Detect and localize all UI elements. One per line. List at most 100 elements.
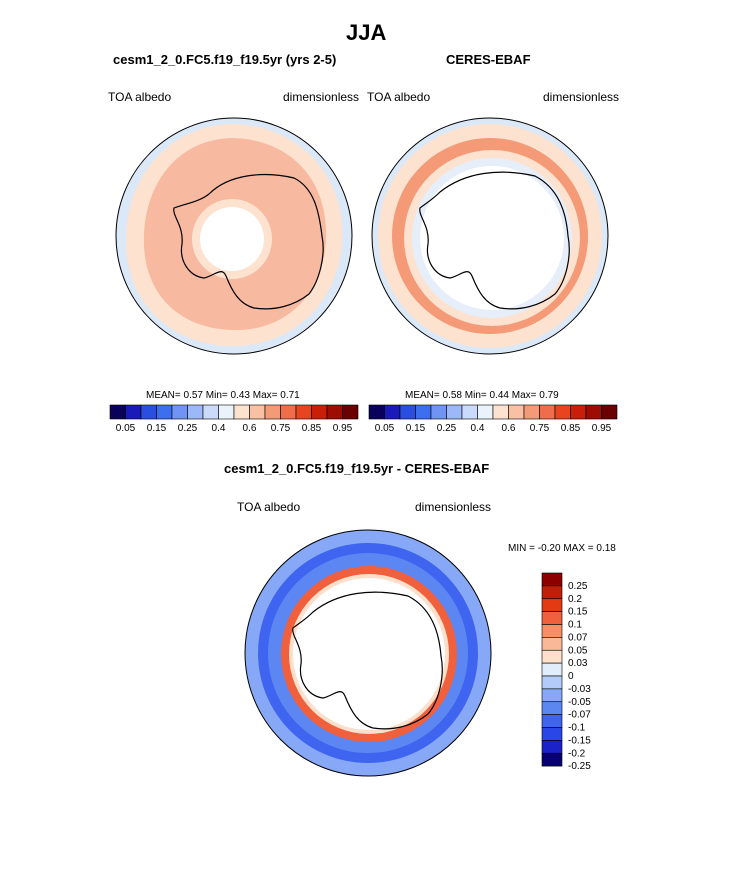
diff-cb-tick-2: 0.15 — [568, 607, 588, 618]
left-coastline — [173, 173, 324, 310]
diff-min: -0.20 — [537, 543, 561, 554]
right-max-label: Max= — [511, 390, 537, 401]
right-cb-tick-7: 0.95 — [592, 423, 612, 434]
right-coastline — [419, 171, 570, 310]
left-cb-swatch-5 — [187, 404, 204, 420]
diff-var-label: TOA albedo — [237, 500, 301, 514]
right-cb-tick-1: 0.15 — [406, 423, 426, 434]
right-cb-swatch-11 — [539, 404, 556, 420]
right-cb-swatch-3 — [415, 404, 432, 420]
diff-cb-tick-1: 0.2 — [568, 594, 582, 605]
diff-cb-tick-8: -0.03 — [568, 684, 591, 695]
left-map — [115, 117, 353, 355]
right-min-label: Min= — [464, 390, 487, 401]
right-min: 0.44 — [489, 390, 509, 401]
left-cb-tick-1: 0.15 — [147, 423, 167, 434]
left-cb-swatch-13 — [311, 404, 328, 420]
left-cb-swatch-3 — [156, 404, 173, 420]
diff-cb-swatch-7 — [541, 662, 563, 677]
right-max: 0.79 — [539, 390, 559, 401]
left-min-label: Min= — [205, 390, 228, 401]
diff-cb-swatch-12 — [541, 727, 563, 741]
right-mean-label: MEAN= — [405, 390, 440, 401]
left-cb-tick-4: 0.6 — [243, 423, 257, 434]
right-map — [371, 117, 609, 355]
diff-cb-swatch-4 — [541, 624, 563, 638]
left-cb-tick-3: 0.4 — [212, 423, 226, 434]
right-colorbar: 0.05 0.15 0.25 0.4 0.6 0.75 0.85 0.95 — [368, 404, 618, 434]
right-cb-tick-6: 0.85 — [561, 423, 581, 434]
left-cb-tick-2: 0.25 — [178, 423, 198, 434]
right-units: dimensionless — [543, 90, 620, 104]
right-region-continent — [420, 166, 564, 310]
left-max-label: Max= — [252, 390, 278, 401]
diff-cb-swatch-0 — [541, 572, 563, 587]
diff-cb-tick-6: 0.03 — [568, 658, 588, 669]
left-max: 0.71 — [280, 390, 300, 401]
left-cb-swatch-8 — [233, 404, 250, 420]
left-cb-swatch-11 — [280, 404, 297, 420]
diff-region-continent — [293, 578, 445, 730]
diff-cb-swatch-14 — [541, 752, 563, 767]
diff-cb-tick-13: -0.2 — [568, 748, 586, 759]
right-stats: MEAN= 0.58 Min= 0.44 Max= 0.79 — [405, 390, 559, 401]
left-cb-swatch-2 — [140, 404, 157, 420]
diff-min-label: MIN = — [508, 543, 535, 554]
diff-max-label: MAX = — [563, 543, 594, 554]
right-cb-swatch-10 — [523, 404, 540, 420]
left-cb-swatch-0 — [109, 404, 126, 420]
left-cb-swatch-10 — [264, 404, 281, 420]
right-cb-swatch-13 — [570, 404, 587, 420]
figure-title: JJA — [346, 20, 387, 45]
right-mean: 0.58 — [442, 390, 462, 401]
left-cb-swatch-14 — [326, 404, 343, 420]
diff-cb-tick-9: -0.05 — [568, 697, 591, 708]
left-mean: 0.57 — [183, 390, 203, 401]
diff-coastline — [292, 591, 443, 730]
left-region-pole — [200, 207, 264, 271]
right-cb-swatch-9 — [508, 404, 525, 420]
diff-max: 0.18 — [596, 543, 616, 554]
right-panel-title: CERES-EBAF — [446, 52, 531, 67]
right-cb-swatch-2 — [399, 404, 416, 420]
right-cb-swatch-4 — [430, 404, 447, 420]
right-cb-tick-5: 0.75 — [530, 423, 550, 434]
left-panel-title: cesm1_2_0.FC5.f19_f19.5yr (yrs 2-5) — [113, 52, 337, 67]
diff-cb-swatch-5 — [541, 637, 563, 651]
diff-cb-tick-7: 0 — [568, 671, 574, 682]
diff-cb-tick-11: -0.1 — [568, 723, 586, 734]
right-cb-swatch-7 — [477, 404, 494, 420]
right-cb-swatch-0 — [368, 404, 385, 420]
right-cb-swatch-6 — [461, 404, 478, 420]
left-cb-swatch-15 — [342, 404, 359, 420]
diff-panel-title: cesm1_2_0.FC5.f19_f19.5yr - CERES-EBAF — [224, 461, 490, 476]
diff-map — [244, 529, 492, 777]
left-cb-swatch-4 — [171, 404, 188, 420]
diff-colorbar: 0.25 0.2 0.15 0.10.07 0.05 0.03 0 -0.03 -0.05 -0.… — [541, 572, 591, 772]
right-cb-swatch-15 — [601, 404, 618, 420]
right-cb-swatch-12 — [554, 404, 571, 420]
diff-cb-swatch-6 — [541, 649, 563, 664]
right-cb-tick-2: 0.25 — [437, 423, 457, 434]
diff-cb-tick-3: 0.1 — [568, 620, 582, 631]
diff-cb-swatch-13 — [541, 740, 563, 754]
left-cb-swatch-9 — [249, 404, 266, 420]
diff-units: dimensionless — [415, 500, 492, 514]
diff-cb-tick-12: -0.15 — [568, 735, 591, 746]
right-cb-swatch-5 — [446, 404, 463, 420]
diff-cb-swatch-11 — [541, 714, 563, 728]
right-cb-tick-4: 0.6 — [502, 423, 516, 434]
left-cb-tick-0: 0.05 — [116, 423, 136, 434]
diff-cb-swatch-1 — [541, 585, 563, 600]
diff-cb-tick-0: 0.25 — [568, 581, 588, 592]
right-cb-swatch-1 — [384, 404, 401, 420]
diff-cb-swatch-8 — [541, 675, 563, 690]
left-cb-swatch-1 — [125, 404, 142, 420]
right-cb-swatch-8 — [492, 404, 509, 420]
diff-cb-swatch-2 — [541, 598, 563, 612]
diff-cb-swatch-9 — [541, 688, 563, 703]
left-cb-tick-6: 0.85 — [302, 423, 322, 434]
diff-cb-tick-4: 0.07 — [568, 632, 588, 643]
right-cb-swatch-14 — [585, 404, 602, 420]
left-cb-swatch-6 — [202, 404, 219, 420]
